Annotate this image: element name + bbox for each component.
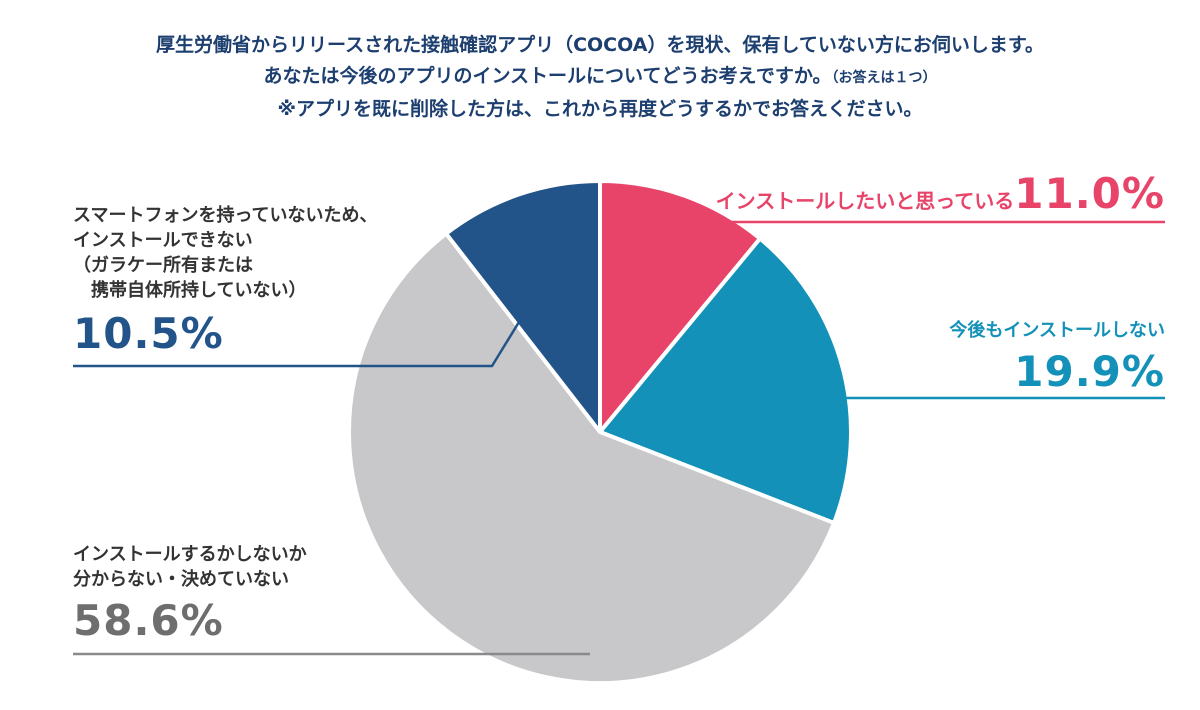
label-not-install: 今後もインストールしない 19.9% bbox=[949, 318, 1165, 395]
pie-slice-install bbox=[598, 179, 762, 434]
chart-title: 厚生労働省からリリースされた接触確認アプリ（COCOA）を現状、保有していない方… bbox=[0, 30, 1200, 125]
label-no-smartphone-line-2: インストールできない bbox=[73, 230, 253, 251]
title-line-2: あなたは今後のアプリのインストールについてどうお考えですか。（お答えは１つ） bbox=[0, 61, 1200, 94]
title-line-1: 厚生労働省からリリースされた接触確認アプリ（COCOA）を現状、保有していない方… bbox=[156, 34, 1044, 56]
label-not-install-value: 19.9% bbox=[1014, 347, 1165, 396]
leader-line-no-smartphone bbox=[73, 321, 521, 368]
label-install-value: 11.0% bbox=[1014, 169, 1165, 218]
pie-slice-no-smartphone bbox=[444, 179, 602, 434]
leader-lines bbox=[73, 220, 1165, 656]
label-install: インストールしたいと思っている 11.0% bbox=[716, 171, 1165, 217]
label-no-smartphone: スマートフォンを持っていないため、 インストールできない （ガラケー所有または … bbox=[73, 203, 378, 357]
label-install-text: インストールしたいと思っている bbox=[715, 189, 1015, 213]
title-line-2-main: あなたは今後のアプリのインストールについてどうお考えですか。 bbox=[263, 65, 832, 87]
label-no-smartphone-line-3: （ガラケー所有または bbox=[73, 255, 253, 276]
label-no-smartphone-value: 10.5% bbox=[73, 309, 224, 358]
label-undecided-line-1: インストールするかしないか bbox=[73, 544, 307, 565]
title-line-2-note: （お答えは１つ） bbox=[831, 70, 937, 86]
label-undecided: インストールするかしないか 分からない・決めていない 58.6% bbox=[73, 542, 307, 644]
pie-slices bbox=[347, 179, 853, 685]
pie-slice-undecided bbox=[347, 231, 836, 685]
label-no-smartphone-line-1: スマートフォンを持っていないため、 bbox=[73, 205, 378, 226]
label-undecided-line-2: 分からない・決めていない bbox=[73, 569, 289, 590]
pie-slice-not-install bbox=[598, 236, 853, 525]
label-undecided-value: 58.6% bbox=[73, 596, 224, 645]
label-no-smartphone-line-4: 携帯自体所持していない） bbox=[73, 280, 307, 301]
title-line-3: ※アプリを既に削除した方は、これから再度どうするかでお答えください。 bbox=[277, 98, 923, 120]
label-not-install-text: 今後もインストールしない bbox=[949, 320, 1165, 341]
